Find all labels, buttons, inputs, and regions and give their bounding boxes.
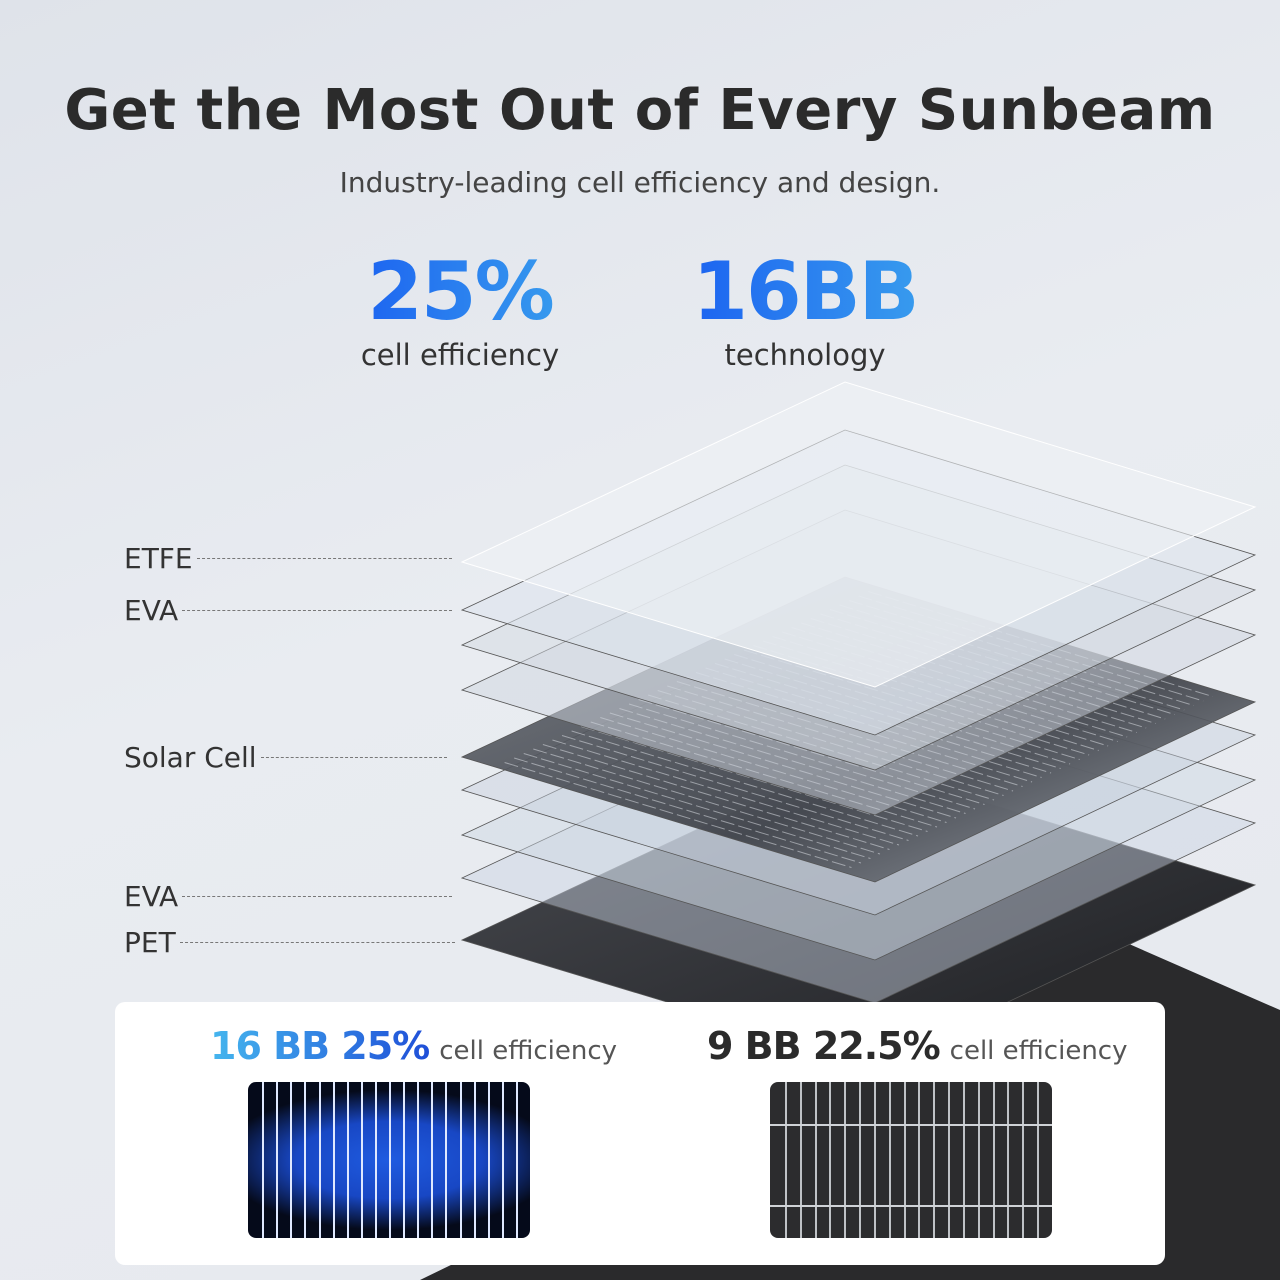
- stat-efficiency: 25% cell efficiency: [340, 252, 580, 373]
- busbar: [903, 1082, 906, 1238]
- caption-label: cell efficiency: [439, 1036, 618, 1066]
- busbar: [814, 1082, 817, 1238]
- busbar: [501, 1082, 504, 1238]
- busbar: [1037, 1082, 1040, 1238]
- stat-label: technology: [724, 338, 886, 372]
- busbar: [784, 1082, 787, 1238]
- cell-16bb-image: [248, 1082, 530, 1238]
- busbar: [844, 1082, 847, 1238]
- busbar: [276, 1082, 279, 1238]
- page-title: Get the Most Out of Every Sunbeam: [64, 78, 1216, 143]
- leader-line: [182, 610, 453, 611]
- label-text: Solar Cell: [124, 741, 257, 774]
- busbar: [992, 1082, 995, 1238]
- busbar: [859, 1082, 862, 1238]
- busbar: [332, 1082, 335, 1238]
- stat-label: cell efficiency: [360, 338, 560, 372]
- leader-line: [196, 558, 452, 559]
- cell-divider: [770, 1124, 1052, 1127]
- busbar: [473, 1082, 476, 1238]
- busbar: [948, 1082, 951, 1238]
- busbar-line: [581, 726, 928, 832]
- stat-value: 25%: [340, 252, 580, 332]
- busbar: [445, 1082, 448, 1238]
- leader-line: [260, 757, 447, 758]
- busbar: [829, 1082, 832, 1238]
- layer-label-eva-bottom: EVA: [124, 880, 453, 913]
- busbar-line: [514, 757, 862, 864]
- label-text: ETFE: [124, 542, 193, 575]
- busbar-line: [542, 744, 890, 850]
- highlight-text: 16 BB 25%: [210, 1024, 430, 1068]
- caption-label: cell efficiency: [949, 1036, 1128, 1066]
- busbar: [431, 1082, 434, 1238]
- leader-line: [182, 896, 453, 897]
- busbar: [962, 1082, 965, 1238]
- page-subtitle: Industry-leading cell efficiency and des…: [339, 166, 941, 199]
- comparison-16bb-caption: 16 BB 25% cell efficiency: [210, 1024, 617, 1068]
- busbar: [403, 1082, 406, 1238]
- stat-busbar: 16BB technology: [670, 252, 940, 373]
- layer-label-etfe: ETFE: [124, 542, 452, 575]
- busbar: [873, 1082, 876, 1238]
- busbar: [360, 1082, 363, 1238]
- busbar-line: [552, 739, 900, 846]
- busbar: [977, 1082, 980, 1238]
- layer-label-eva-top: EVA: [124, 594, 453, 627]
- busbar: [918, 1082, 921, 1238]
- busbar-line: [571, 730, 919, 837]
- busbar: [487, 1082, 490, 1238]
- busbar-line: [561, 735, 909, 841]
- busbar: [933, 1082, 936, 1238]
- busbar: [799, 1082, 802, 1238]
- busbar: [888, 1082, 891, 1238]
- busbar-line: [533, 748, 881, 855]
- label-text: EVA: [124, 594, 179, 627]
- cell-9bb-image: [770, 1082, 1052, 1238]
- comparison-card: 16 BB 25% cell efficiency 9 BB 22.5% cell …: [115, 1002, 1165, 1265]
- busbar: [374, 1082, 377, 1238]
- busbar: [346, 1082, 349, 1238]
- layer-label-solar-cell: Solar Cell: [124, 741, 447, 774]
- cell-divider: [770, 1205, 1052, 1208]
- busbar-line: [523, 753, 871, 859]
- leader-line: [179, 942, 455, 943]
- label-text: PET: [124, 926, 176, 959]
- busbar: [417, 1082, 420, 1238]
- busbar: [318, 1082, 321, 1238]
- stat-value: 16BB: [670, 252, 940, 332]
- busbar: [262, 1082, 265, 1238]
- comparison-9bb-caption: 9 BB 22.5% cell efficiency: [707, 1024, 1127, 1068]
- layer-label-pet: PET: [124, 926, 455, 959]
- highlight-text: 9 BB 22.5%: [707, 1024, 941, 1068]
- busbar: [290, 1082, 293, 1238]
- busbar: [1022, 1082, 1025, 1238]
- layer-etfe: [460, 381, 1257, 688]
- busbar: [515, 1082, 518, 1238]
- busbar-line: [504, 762, 852, 868]
- busbar: [1007, 1082, 1010, 1238]
- busbar: [304, 1082, 307, 1238]
- label-text: EVA: [124, 880, 179, 913]
- busbar: [459, 1082, 462, 1238]
- busbar: [389, 1082, 391, 1238]
